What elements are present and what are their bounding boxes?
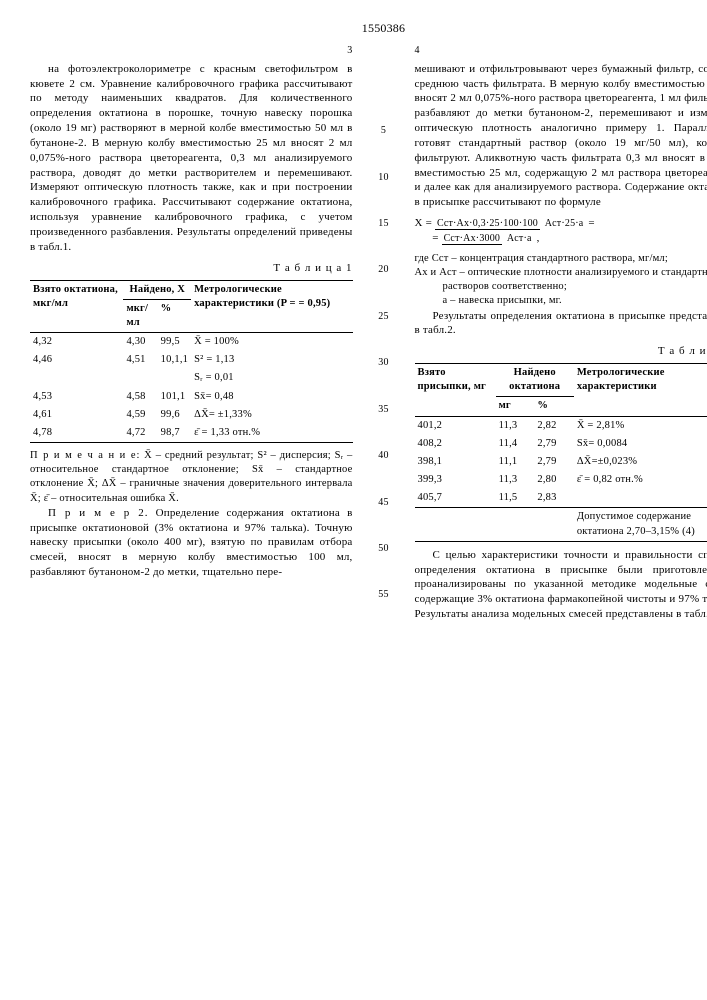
table-cell: 98,7: [158, 424, 191, 443]
table2-sh2: %: [534, 397, 573, 416]
formula: X = Cст·Aх·0,3·25·100·100 Aст·25·a = = C…: [415, 216, 707, 246]
table-cell: 4,59: [123, 406, 157, 424]
example-label: П р и м е р 2.: [48, 507, 148, 519]
table-cell: 11,1: [496, 453, 535, 471]
formula-eq: =: [588, 217, 594, 229]
line-num: 15: [375, 217, 393, 231]
table-cell: 10,1,1: [158, 351, 191, 369]
table-cell: [30, 369, 123, 387]
table-cell: 4,72: [123, 424, 157, 443]
line-num: 35: [375, 403, 393, 417]
table2-h3: Метрологические характеристики: [574, 364, 707, 417]
line-num: 5: [375, 124, 393, 138]
table-cell: 401,2: [415, 416, 496, 435]
table2: Взято присыпки, мг Найдено октатиона Мет…: [415, 363, 707, 542]
table1-note: П р и м е ч а н и е: X̄ – средний резуль…: [30, 449, 353, 506]
table-cell: Sx̄= 0,0084: [574, 435, 707, 453]
table1-title: Т а б л и ц а 1: [30, 261, 353, 276]
table-cell: 4,58: [123, 388, 157, 406]
table1-sh2: %: [158, 299, 191, 332]
table2-title: Т а б л и ц а 2: [415, 344, 707, 359]
left-para-1: на фотоэлектроколориметре с красным свет…: [30, 62, 353, 255]
numerator: Cст·Aх·0,3·25·100·100: [435, 218, 540, 230]
table-cell: 408,2: [415, 435, 496, 453]
table-cell: 4,61: [30, 406, 123, 424]
table-cell: ΔX̄=±0,023%: [574, 453, 707, 471]
table1-h1: Взято октатиона, мкг/мл: [30, 280, 123, 333]
line-num: 30: [375, 356, 393, 370]
doc-number: 1550386: [30, 20, 707, 36]
denominator: Aст·25·a: [543, 218, 586, 229]
line-numbers: 5 10 15 20 25 30 35 40 45 50 55: [375, 44, 393, 622]
line-num: 45: [375, 496, 393, 510]
table2-sh1: мг: [496, 397, 535, 416]
def-line: Aх и Aст – оптические плотности анализир…: [415, 266, 707, 294]
table-cell: [158, 369, 191, 387]
table-cell: [574, 489, 707, 508]
table-cell: 2,79: [534, 435, 573, 453]
two-column-layout: 3 на фотоэлектроколориметре с красным св…: [30, 44, 707, 622]
table-cell: Sᵣ = 0,01: [191, 369, 352, 387]
table1-sh1: мкг/мл: [123, 299, 157, 332]
table-cell: 11,3: [496, 471, 535, 489]
right-column: 4 мешивают и отфильтровывают через бумаж…: [415, 44, 707, 622]
fraction-2: Cст·Aх·3000 Aст·a: [442, 232, 534, 246]
table-cell: 4,32: [30, 333, 123, 352]
table2-h2: Найдено октатиона: [496, 364, 574, 397]
table-cell: 11,4: [496, 435, 535, 453]
col-num-right: 4: [415, 44, 707, 58]
table-cell: 11,3: [496, 416, 535, 435]
table-cell: 405,7: [415, 489, 496, 508]
line-num: 20: [375, 263, 393, 277]
table-cell: 4,30: [123, 333, 157, 352]
table-cell: 2,83: [534, 489, 573, 508]
table1: Взято октатиона, мкг/мл Найдено, X Метро…: [30, 280, 353, 444]
table-cell: 4,53: [30, 388, 123, 406]
fraction-1: Cст·Aх·0,3·25·100·100 Aст·25·a: [435, 217, 586, 231]
table2-h1: Взято присыпки, мг: [415, 364, 496, 417]
table-cell: X̄ = 2,81%: [574, 416, 707, 435]
table-cell: ΔX̄= ±1,33%: [191, 406, 352, 424]
formula-lhs: X =: [415, 217, 433, 229]
table-cell: 399,3: [415, 471, 496, 489]
table1-h3: Метрологические характеристики (P = = 0,…: [191, 280, 352, 333]
table-cell: 2,80: [534, 471, 573, 489]
note-label: П р и м е ч а н и е:: [30, 450, 140, 461]
table-cell: S² = 1,13: [191, 351, 352, 369]
left-para-2: П р и м е р 2. Определение содержания ок…: [30, 506, 353, 580]
table-cell: 4,46: [30, 351, 123, 369]
numerator: Cст·Aх·3000: [442, 233, 503, 245]
table-cell: X̄ = 100%: [191, 333, 352, 352]
def-line: где Cст – концентрация стандартного раст…: [415, 252, 707, 266]
table-cell: 11,5: [496, 489, 535, 508]
table-cell: 99,5: [158, 333, 191, 352]
table-cell: 4,78: [30, 424, 123, 443]
table-cell: 4,51: [123, 351, 157, 369]
line-num: 40: [375, 449, 393, 463]
table-cell: 2,82: [534, 416, 573, 435]
right-para-1: мешивают и отфильтровывают через бумажны…: [415, 62, 707, 210]
table-cell: [123, 369, 157, 387]
denominator: Aст·a: [505, 233, 534, 244]
line-num: 55: [375, 588, 393, 602]
table-cell: 2,79: [534, 453, 573, 471]
table-cell: 99,6: [158, 406, 191, 424]
table-cell: 398,1: [415, 453, 496, 471]
col-num-left: 3: [30, 44, 353, 58]
table-cell: 101,1: [158, 388, 191, 406]
line-num: 25: [375, 310, 393, 324]
right-para-2: Результаты определения октатиона в присы…: [415, 309, 707, 339]
line-num: 10: [375, 171, 393, 185]
table-cell: ε̄ = 1,33 отн.%: [191, 424, 352, 443]
def-line: a – навеска присыпки, мг.: [415, 294, 707, 308]
table-cell: ε̄ = 0,82 отн.%: [574, 471, 707, 489]
table-cell: Sx̄= 0,48: [191, 388, 352, 406]
variable-definitions: где Cст – концентрация стандартного раст…: [415, 252, 707, 309]
left-column: 3 на фотоэлектроколориметре с красным св…: [30, 44, 353, 622]
line-num: 50: [375, 542, 393, 556]
table1-h2: Найдено, X: [123, 280, 191, 299]
table2-footer: Допустимое содержание октатиона 2,70–3,1…: [574, 508, 707, 541]
right-para-3: С целью характеристики точности и правил…: [415, 548, 707, 622]
